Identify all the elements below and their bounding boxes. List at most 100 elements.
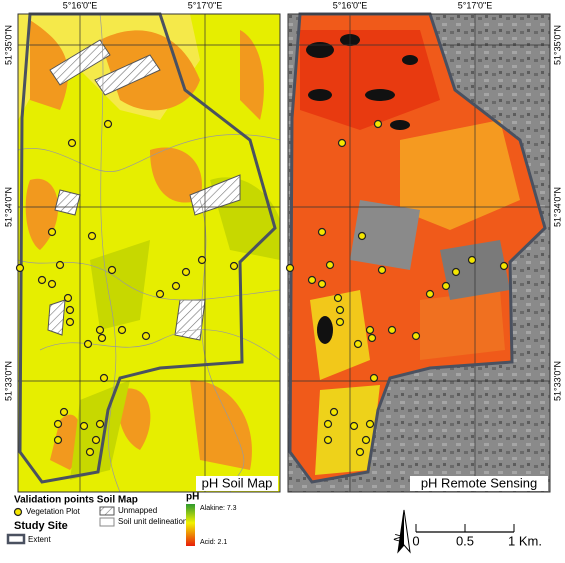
lon-label: 5°17'0"E xyxy=(458,0,493,10)
legend-label: Alakine: 7.3 xyxy=(200,505,237,512)
vegetation-plot xyxy=(107,265,117,275)
lat-label: 51°34'0"N xyxy=(552,187,562,227)
vegetation-plot xyxy=(63,293,73,303)
vegetation-plot xyxy=(171,281,181,291)
legend-title: pH xyxy=(186,492,199,503)
legend-title: Validation points Soil Map xyxy=(14,495,138,506)
lat-label: 51°35'0"N xyxy=(3,25,13,65)
vegetation-plot xyxy=(285,263,295,273)
vegetation-plot xyxy=(95,419,105,429)
vegetation-plot xyxy=(91,435,101,445)
title-box xyxy=(410,476,548,491)
vegetation-plot xyxy=(335,317,345,327)
vegetation-plot xyxy=(337,138,347,148)
vegetation-plot xyxy=(377,265,387,275)
map-frame xyxy=(17,13,281,493)
legend-label: Unmapped xyxy=(118,506,157,515)
vegetation-plot xyxy=(367,333,377,343)
vegetation-plot xyxy=(369,373,379,383)
map-title: pH Soil Map xyxy=(202,475,273,490)
vegetation-plot xyxy=(85,447,95,457)
vegetation-plot xyxy=(97,333,107,343)
vegetation-plot xyxy=(181,267,191,277)
vegetation-plot xyxy=(117,325,127,335)
vegetation-plot xyxy=(47,227,57,237)
vegetation-plot xyxy=(373,119,383,129)
vegetation-plot xyxy=(79,421,89,431)
lat-label: 51°33'0"N xyxy=(3,361,13,401)
vegetation-plot xyxy=(155,289,165,299)
scale-label: 1 Km. xyxy=(508,533,542,548)
title-box xyxy=(196,476,278,491)
vegetation-plot xyxy=(95,325,105,335)
lat-label: 51°34'0"N xyxy=(3,187,13,227)
vegetation-plot xyxy=(467,255,477,265)
legend-symbol xyxy=(6,533,26,545)
legend-symbol xyxy=(99,517,115,527)
legend-label: Extent xyxy=(28,535,51,544)
vegetation-plot xyxy=(99,373,109,383)
vegetation-plot xyxy=(59,407,69,417)
vegetation-plot xyxy=(365,419,375,429)
vegetation-plot xyxy=(361,435,371,445)
vegetation-plot xyxy=(141,331,151,341)
vegetation-plot xyxy=(103,119,113,129)
scale-label: 0.5 xyxy=(456,533,474,548)
study-site-extent xyxy=(288,12,547,484)
vegetation-plot xyxy=(357,231,367,241)
legend-label: Acid: 2.1 xyxy=(200,539,227,546)
north-label: N xyxy=(392,533,406,544)
map-frame xyxy=(287,13,551,493)
vegetation-plot xyxy=(87,231,97,241)
vegetation-plot xyxy=(53,435,63,445)
vegetation-plot xyxy=(67,138,77,148)
vegetation-plot xyxy=(325,260,335,270)
vegetation-plot xyxy=(229,261,239,271)
graticule xyxy=(18,14,280,492)
scale-bar: 0 0.5 1 Km. xyxy=(412,524,542,548)
legend-symbol xyxy=(13,507,23,517)
north-arrow: N xyxy=(392,509,411,554)
vegetation-plot xyxy=(333,293,343,303)
vegetation-plot xyxy=(335,305,345,315)
vegetation-plots xyxy=(15,119,509,457)
vegetation-plot xyxy=(55,260,65,270)
lon-label: 5°16'0"E xyxy=(63,0,98,10)
vegetation-plot xyxy=(65,317,75,327)
ph-color-ramp xyxy=(186,504,195,546)
vegetation-plot xyxy=(65,305,75,315)
legend-symbol xyxy=(99,506,115,516)
lat-label: 51°35'0"N xyxy=(552,25,562,65)
vegetation-plot xyxy=(365,325,375,335)
vegetation-plot xyxy=(349,421,359,431)
vegetation-plot xyxy=(15,263,25,273)
vegetation-plot xyxy=(83,339,93,349)
vegetation-plot xyxy=(37,275,47,285)
vegetation-plot xyxy=(329,407,339,417)
vegetation-plot xyxy=(451,267,461,277)
vegetation-plot xyxy=(47,279,57,289)
vegetation-plot xyxy=(53,419,63,429)
lon-label: 5°16'0"E xyxy=(333,0,368,10)
graticule xyxy=(288,14,550,492)
vegetation-plot xyxy=(387,325,397,335)
vegetation-plot xyxy=(411,331,421,341)
vegetation-plot xyxy=(317,279,327,289)
vegetation-plot xyxy=(307,275,317,285)
map-title: pH Remote Sensing xyxy=(421,475,537,490)
vegetation-plot xyxy=(425,289,435,299)
vegetation-plot xyxy=(353,339,363,349)
vegetation-plot xyxy=(323,419,333,429)
lon-label: 5°17'0"E xyxy=(188,0,223,10)
vegetation-plot xyxy=(317,227,327,237)
vegetation-plot xyxy=(441,281,451,291)
legend-label: Vegetation Plot xyxy=(26,507,81,516)
scale-label: 0 xyxy=(412,533,419,548)
vegetation-plot xyxy=(197,255,207,265)
lat-label: 51°33'0"N xyxy=(552,361,562,401)
vegetation-plot xyxy=(355,447,365,457)
vegetation-plot xyxy=(323,435,333,445)
legend-label: Soil unit delineation xyxy=(118,517,187,526)
vegetation-plot xyxy=(499,261,509,271)
